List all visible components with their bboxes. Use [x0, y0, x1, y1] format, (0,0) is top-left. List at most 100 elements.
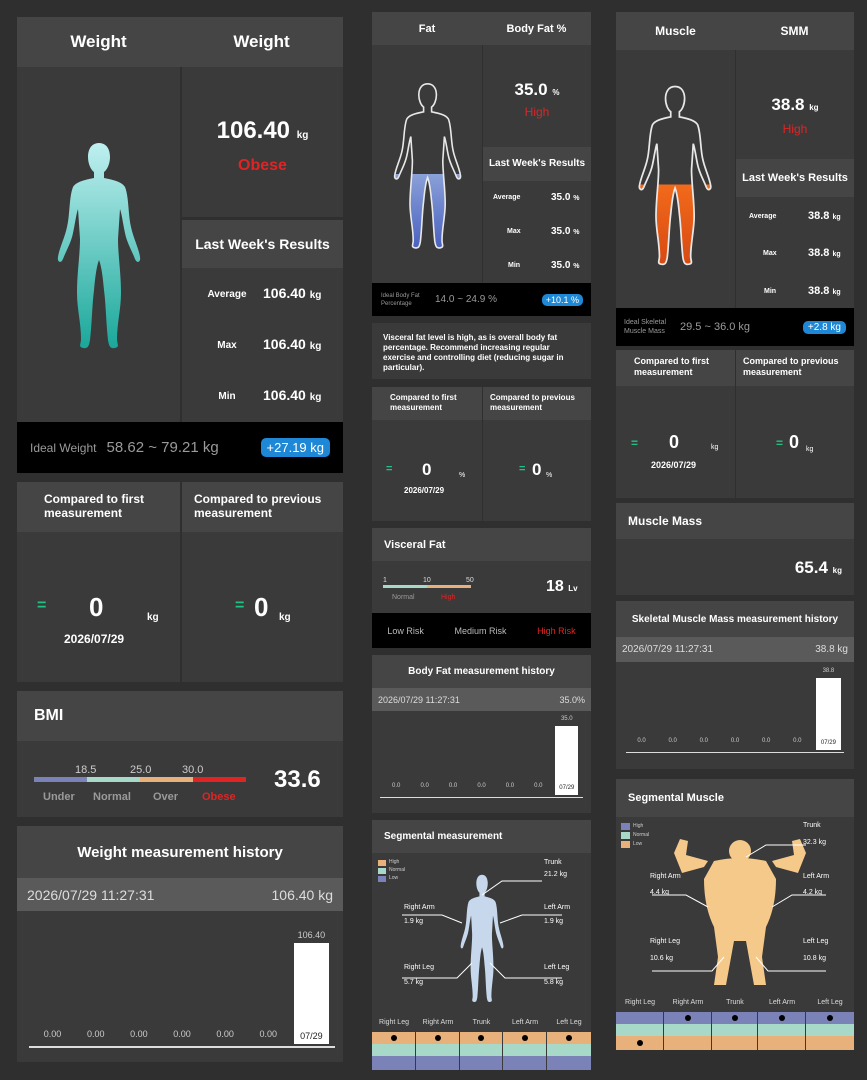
- ideal-fat-range: 14.0 ~ 24.9 %: [435, 294, 497, 305]
- level-dot-icon: [391, 1035, 397, 1041]
- weight-min-label: Min: [218, 391, 236, 402]
- visceral-value: 18: [546, 578, 564, 595]
- smm-history-datetime: 2026/07/29 11:27:31: [622, 644, 714, 655]
- muscle-mass-card: Muscle Mass 65.4 kg: [616, 503, 854, 595]
- weight-history-card: Weight measurement history 2026/07/29 11…: [17, 826, 343, 1062]
- segmental-muscle-title: Segmental Muscle: [628, 792, 724, 804]
- equal-sign-icon: =: [776, 436, 784, 450]
- segmental-muscle-card: Segmental Muscle High Normal Low Trunk 3…: [616, 779, 854, 1050]
- left-leg-value: 5.8 kg: [544, 979, 564, 986]
- fat-compare-card: Compared to first measurement Compared t…: [372, 387, 591, 521]
- muscle-right-arm-value: 4.4 kg: [650, 889, 670, 896]
- fat-compare-first-value: 0: [422, 460, 432, 479]
- left-arm-value: 1.9 kg: [544, 918, 564, 925]
- muscle-compare-previous-label: Compared to previous measurement: [743, 356, 839, 377]
- compare-date: 2026/07/29: [64, 632, 125, 646]
- weight-min-value: 106.40: [263, 387, 306, 403]
- fat-title-right: Body Fat %: [506, 22, 567, 35]
- bmi-obese-segment: [193, 777, 246, 782]
- muscle-avg-value: 38.8: [808, 210, 830, 222]
- legend-high-label: High: [633, 823, 644, 829]
- fat-avg-unit: %: [573, 195, 580, 202]
- chart-value-label: 0.00: [259, 1029, 278, 1039]
- chart-value-label: 35.0: [560, 716, 573, 722]
- visceral-tick: 1: [383, 577, 387, 584]
- segment-column-header: Right Arm: [672, 999, 704, 1006]
- muscle-title-left: Muscle: [655, 24, 696, 38]
- fat-value: 35.0: [514, 80, 548, 99]
- weight-value: 106.40: [216, 117, 291, 144]
- fat-diff-badge: +10.1 %: [541, 293, 583, 306]
- bmi-label-normal: Normal: [93, 791, 131, 803]
- weight-history-chart: 0.00 0.00 0.00 0.00 0.00 0.00 07/29 106.40: [17, 911, 343, 1062]
- visceral-fat-title: Visceral Fat: [384, 538, 446, 551]
- muscle-avg-unit: kg: [832, 214, 841, 221]
- right-leg-label: Right Leg: [404, 964, 434, 971]
- level-dot-icon: [522, 1035, 528, 1041]
- legend-low-swatch: [621, 841, 630, 848]
- chart-bar: [555, 726, 579, 795]
- muscle-avg-label: Average: [749, 213, 777, 220]
- fat-max-label: Max: [507, 228, 521, 235]
- fat-max-unit: %: [573, 229, 580, 236]
- compare-previous-value: 0: [254, 592, 269, 622]
- chart-value-label: 0.00: [173, 1029, 191, 1039]
- segment-column-header: Trunk: [726, 999, 744, 1006]
- risk-low-label: Low Risk: [387, 625, 424, 636]
- weight-history-latest: 106.40 kg: [271, 886, 334, 903]
- segmental-fat-body-icon: [402, 874, 562, 1002]
- body-muscle-silhouette-icon: [638, 85, 712, 266]
- segmental-fat-title: Segmental measurement: [384, 831, 503, 842]
- legend-normal-label: Normal: [389, 867, 406, 873]
- segment-column-header: Right Arm: [422, 1019, 454, 1026]
- muscle-compare-previous-value: 0: [789, 432, 800, 452]
- fat-history-title: Body Fat measurement history: [408, 666, 555, 677]
- visceral-tick: 10: [423, 577, 431, 584]
- muscle-left-leg-label: Left Leg: [803, 938, 829, 945]
- body-fat-silhouette-icon: [393, 82, 462, 249]
- left-leg-label: Left Leg: [544, 964, 570, 971]
- legend-normal-swatch: [621, 832, 630, 839]
- fat-compare-date: 2026/07/29: [404, 486, 445, 495]
- fat-last-week-title: Last Week's Results: [488, 158, 586, 169]
- muscle-diff-badge: +2.8 kg: [802, 320, 846, 334]
- chart-value-label: 0.0: [637, 738, 646, 744]
- chart-axis: [626, 752, 844, 753]
- chart-value-label: 0.00: [43, 1029, 62, 1039]
- fat-compare-previous-value: 0: [532, 460, 542, 479]
- muscle-min-label: Min: [764, 288, 777, 295]
- visceral-tick: 50: [466, 577, 474, 584]
- compare-first-unit: kg: [147, 612, 159, 623]
- level-dot-icon: [685, 1015, 691, 1021]
- chart-value-label: 38.8: [822, 668, 835, 674]
- legend-low-label: Low: [633, 841, 643, 847]
- weight-history-datetime: 2026/07/29 11:27:31: [27, 886, 155, 903]
- weight-diff-badge: +27.19 kg: [260, 438, 330, 457]
- bmi-label-over: Over: [153, 791, 179, 803]
- body-silhouette-icon: [57, 143, 141, 349]
- fat-compare-previous-label: Compared to previous measurement: [490, 393, 575, 412]
- visceral-high-segment: [427, 585, 471, 588]
- smm-history-title: Skeletal Muscle Mass measurement history: [631, 613, 839, 625]
- fat-advice-card: Visceral fat level is high, as is overal…: [372, 323, 591, 379]
- muscle-right-arm-label: Right Arm: [650, 873, 681, 880]
- chart-value-label: 0.00: [130, 1029, 148, 1039]
- fat-card: Fat Body Fat % 35.0 % High Last Week's R…: [372, 12, 591, 316]
- weight-title-right: Weight: [233, 32, 290, 51]
- bmi-tick: 18.5: [75, 764, 97, 776]
- equal-sign-icon: =: [386, 463, 393, 475]
- legend-low-label: Low: [389, 875, 399, 881]
- chart-value-label: 0.0: [793, 738, 802, 744]
- equal-sign-icon: =: [631, 436, 639, 450]
- weight-title-left: Weight: [70, 32, 127, 51]
- weight-avg-unit: kg: [309, 290, 322, 301]
- muscle-left-arm-label: Left Arm: [803, 873, 830, 880]
- legend-low-swatch: [378, 876, 386, 882]
- smm-history-latest: 38.8 kg: [815, 644, 848, 655]
- muscle-mass-title: Muscle Mass: [628, 514, 703, 528]
- chart-value-label: 0.00: [86, 1029, 105, 1039]
- fat-unit: %: [552, 88, 560, 97]
- fat-min-unit: %: [573, 263, 580, 270]
- muscle-unit: kg: [809, 103, 819, 112]
- visceral-normal-segment: [383, 585, 427, 588]
